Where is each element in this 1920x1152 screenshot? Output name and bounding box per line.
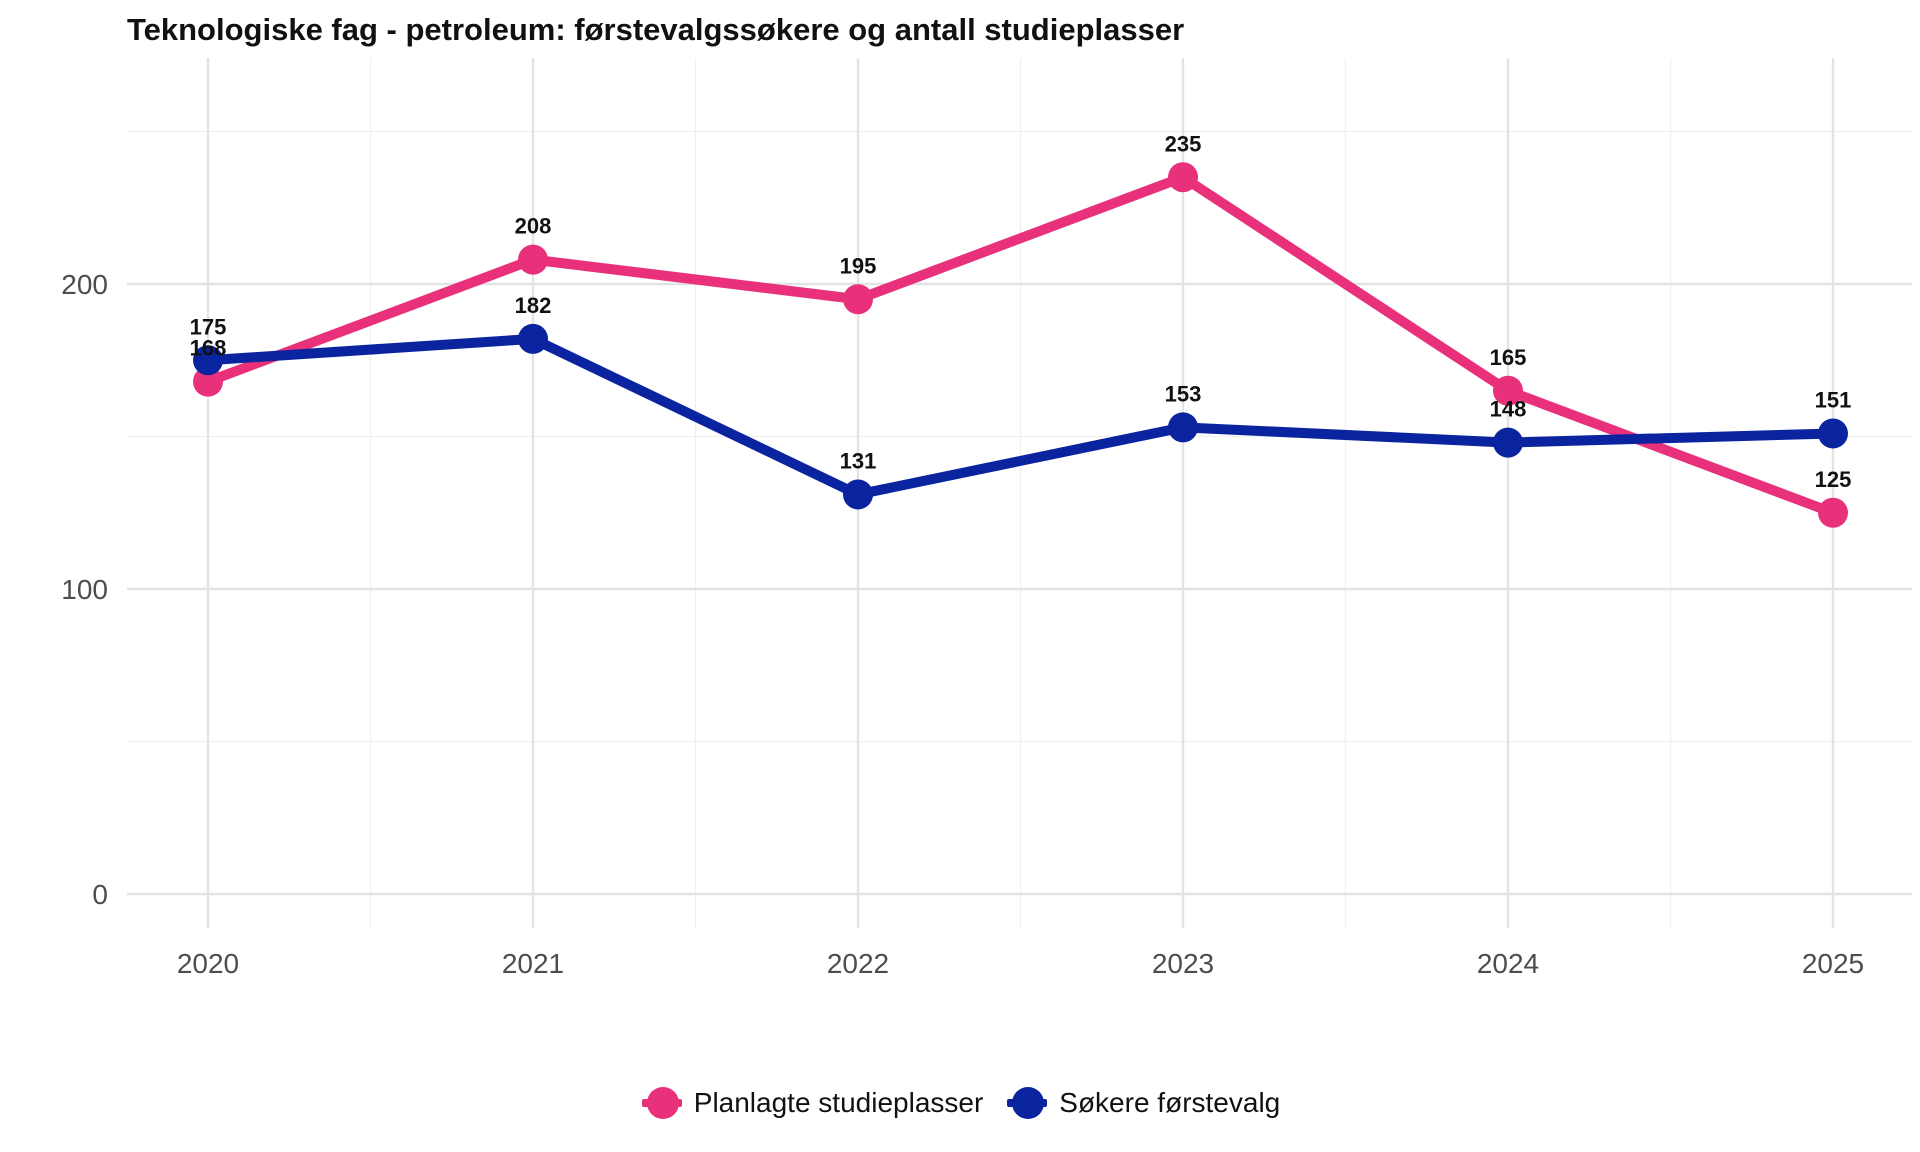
data-point-0 bbox=[843, 284, 873, 315]
x-tick-label: 2025 bbox=[1802, 948, 1864, 979]
data-point-0 bbox=[518, 244, 548, 275]
x-axis: 2020 2021 2022 2023 2024 2025 bbox=[177, 948, 1864, 979]
x-tick-label: 2021 bbox=[502, 948, 564, 979]
x-tick-label: 2024 bbox=[1477, 948, 1539, 979]
data-label-0: 165 bbox=[1490, 345, 1527, 370]
legend-dot-planlagte bbox=[646, 1087, 679, 1119]
y-tick-label: 200 bbox=[61, 269, 108, 300]
legend-key-planlagte bbox=[640, 1086, 684, 1120]
legend-key-sokere bbox=[1005, 1086, 1049, 1120]
legend-label-planlagte: Planlagte studieplasser bbox=[693, 1087, 984, 1118]
series-line-1 bbox=[203, 333, 1838, 500]
data-label-0: 168 bbox=[190, 336, 227, 361]
legend-label-sokere: Søkere førstevalg bbox=[1059, 1087, 1281, 1118]
data-point-1 bbox=[1168, 412, 1198, 443]
data-point-1 bbox=[518, 323, 548, 354]
legend: Planlagte studieplasser Søkere førsteval… bbox=[0, 1073, 1920, 1133]
data-labels: 168 208 195 235 165 125 175 182 131 153 148 151 bbox=[190, 131, 1852, 492]
data-point-1 bbox=[1493, 427, 1523, 458]
y-tick-label: 0 bbox=[92, 879, 108, 910]
data-label-1: 151 bbox=[1815, 387, 1852, 412]
data-label-1: 182 bbox=[515, 293, 552, 318]
data-point-0 bbox=[1818, 497, 1848, 528]
data-label-1: 153 bbox=[1165, 381, 1202, 406]
data-point-1 bbox=[1818, 418, 1848, 449]
data-label-0: 235 bbox=[1165, 131, 1202, 156]
data-label-0: 125 bbox=[1815, 467, 1852, 492]
data-point-0 bbox=[1168, 162, 1198, 193]
y-tick-label: 100 bbox=[61, 574, 108, 605]
data-point-1 bbox=[843, 479, 873, 510]
chart-title: Teknologiske fag - petroleum: førstevalg… bbox=[127, 12, 1185, 47]
data-label-1: 148 bbox=[1490, 397, 1527, 422]
legend-item-sokere: Søkere førstevalg bbox=[1005, 1086, 1280, 1120]
data-point-0 bbox=[1493, 375, 1523, 406]
series bbox=[193, 162, 1848, 528]
x-tick-label: 2020 bbox=[177, 948, 239, 979]
grid bbox=[127, 58, 1912, 928]
data-point-1 bbox=[193, 345, 223, 376]
data-label-1: 131 bbox=[840, 448, 877, 473]
x-tick-label: 2022 bbox=[827, 948, 889, 979]
y-axis: 0 100 200 bbox=[61, 269, 108, 910]
series-line-0 bbox=[203, 172, 1838, 518]
legend-dot-sokere bbox=[1012, 1087, 1045, 1119]
data-label-0: 208 bbox=[515, 214, 552, 239]
data-label-0: 195 bbox=[840, 253, 877, 278]
data-label-1: 175 bbox=[190, 314, 227, 339]
data-point-0 bbox=[193, 366, 223, 397]
legend-item-planlagte: Planlagte studieplasser bbox=[640, 1086, 984, 1120]
x-tick-label: 2023 bbox=[1152, 948, 1214, 979]
